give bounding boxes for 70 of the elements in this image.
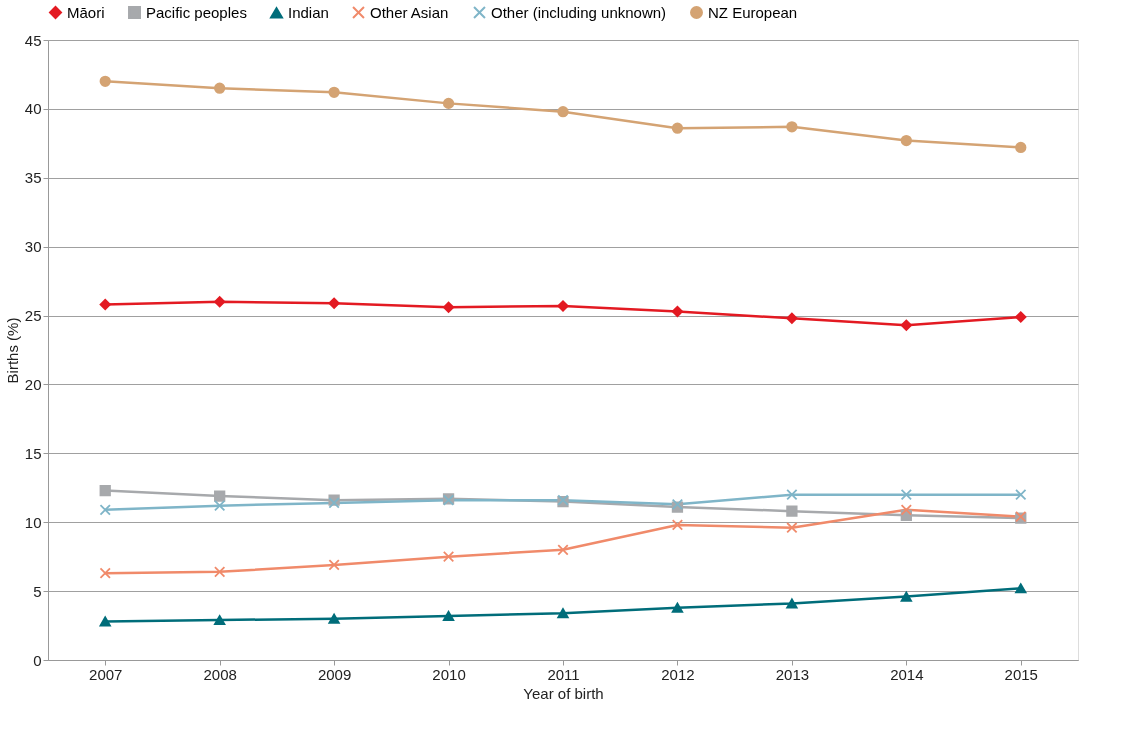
point (328, 559, 340, 571)
y-tick-label: 20 (24, 375, 42, 393)
point (99, 298, 111, 311)
point (328, 86, 340, 98)
point (1015, 489, 1027, 501)
point (671, 519, 684, 531)
point (99, 484, 111, 497)
point (442, 97, 455, 110)
point (786, 505, 798, 517)
point (786, 312, 798, 324)
legend-label: Other (including unknown) (491, 3, 667, 21)
point (442, 551, 455, 563)
y-tick-label: 0 (33, 651, 42, 669)
point (442, 301, 455, 313)
y-tick-label: 15 (24, 444, 42, 462)
point (671, 602, 684, 613)
x-tick-label: 2013 (775, 665, 810, 683)
point (900, 489, 912, 501)
legend-label: NZ European (708, 3, 798, 21)
x-tick-label: 2008 (203, 665, 237, 683)
x-tick-label: 2012 (661, 665, 695, 683)
point (99, 75, 111, 87)
x-tick-label: 2015 (1004, 665, 1038, 683)
point (557, 608, 569, 619)
point (214, 82, 226, 94)
x-tick-label: 2010 (432, 665, 466, 683)
y-tick-label: 25 (24, 307, 42, 325)
point (557, 300, 569, 312)
y-axis-title: Births (%) (3, 317, 21, 384)
x-tick-label: 2009 (317, 665, 352, 683)
y-tick-label: 40 (24, 100, 42, 118)
point (786, 522, 798, 534)
y-tick-label: 30 (24, 238, 42, 256)
point (99, 567, 111, 579)
point (557, 544, 569, 556)
point (786, 489, 798, 501)
point (99, 616, 111, 627)
y-tick-label: 45 (24, 31, 42, 49)
legend-label: Indian (288, 3, 329, 21)
point (786, 598, 798, 609)
point (214, 490, 226, 502)
point (99, 504, 111, 516)
point (328, 613, 340, 624)
point (328, 297, 340, 309)
point (900, 134, 912, 147)
point (1015, 583, 1027, 594)
point (557, 106, 569, 118)
point (214, 566, 226, 578)
point (214, 500, 226, 512)
point (1015, 311, 1027, 323)
x-axis-title: Year of birth (523, 684, 604, 702)
point (900, 319, 912, 331)
point (442, 610, 455, 621)
point (671, 122, 684, 134)
point (786, 121, 798, 133)
point (1015, 141, 1027, 154)
legend-label: Māori (67, 3, 105, 21)
legend-label: Pacific peoples (146, 3, 247, 21)
x-tick-label: 2014 (890, 665, 924, 683)
point (671, 305, 684, 318)
y-tick-label: 35 (24, 169, 42, 187)
point (900, 591, 912, 602)
x-tick-label: 2007 (89, 665, 123, 683)
x-tick-label: 2011 (547, 665, 580, 683)
y-tick-label: 10 (24, 513, 42, 531)
legend-label: Other Asian (370, 3, 449, 21)
y-tick-label: 5 (33, 582, 42, 600)
point (900, 504, 912, 516)
point (214, 296, 226, 308)
point (214, 615, 226, 626)
